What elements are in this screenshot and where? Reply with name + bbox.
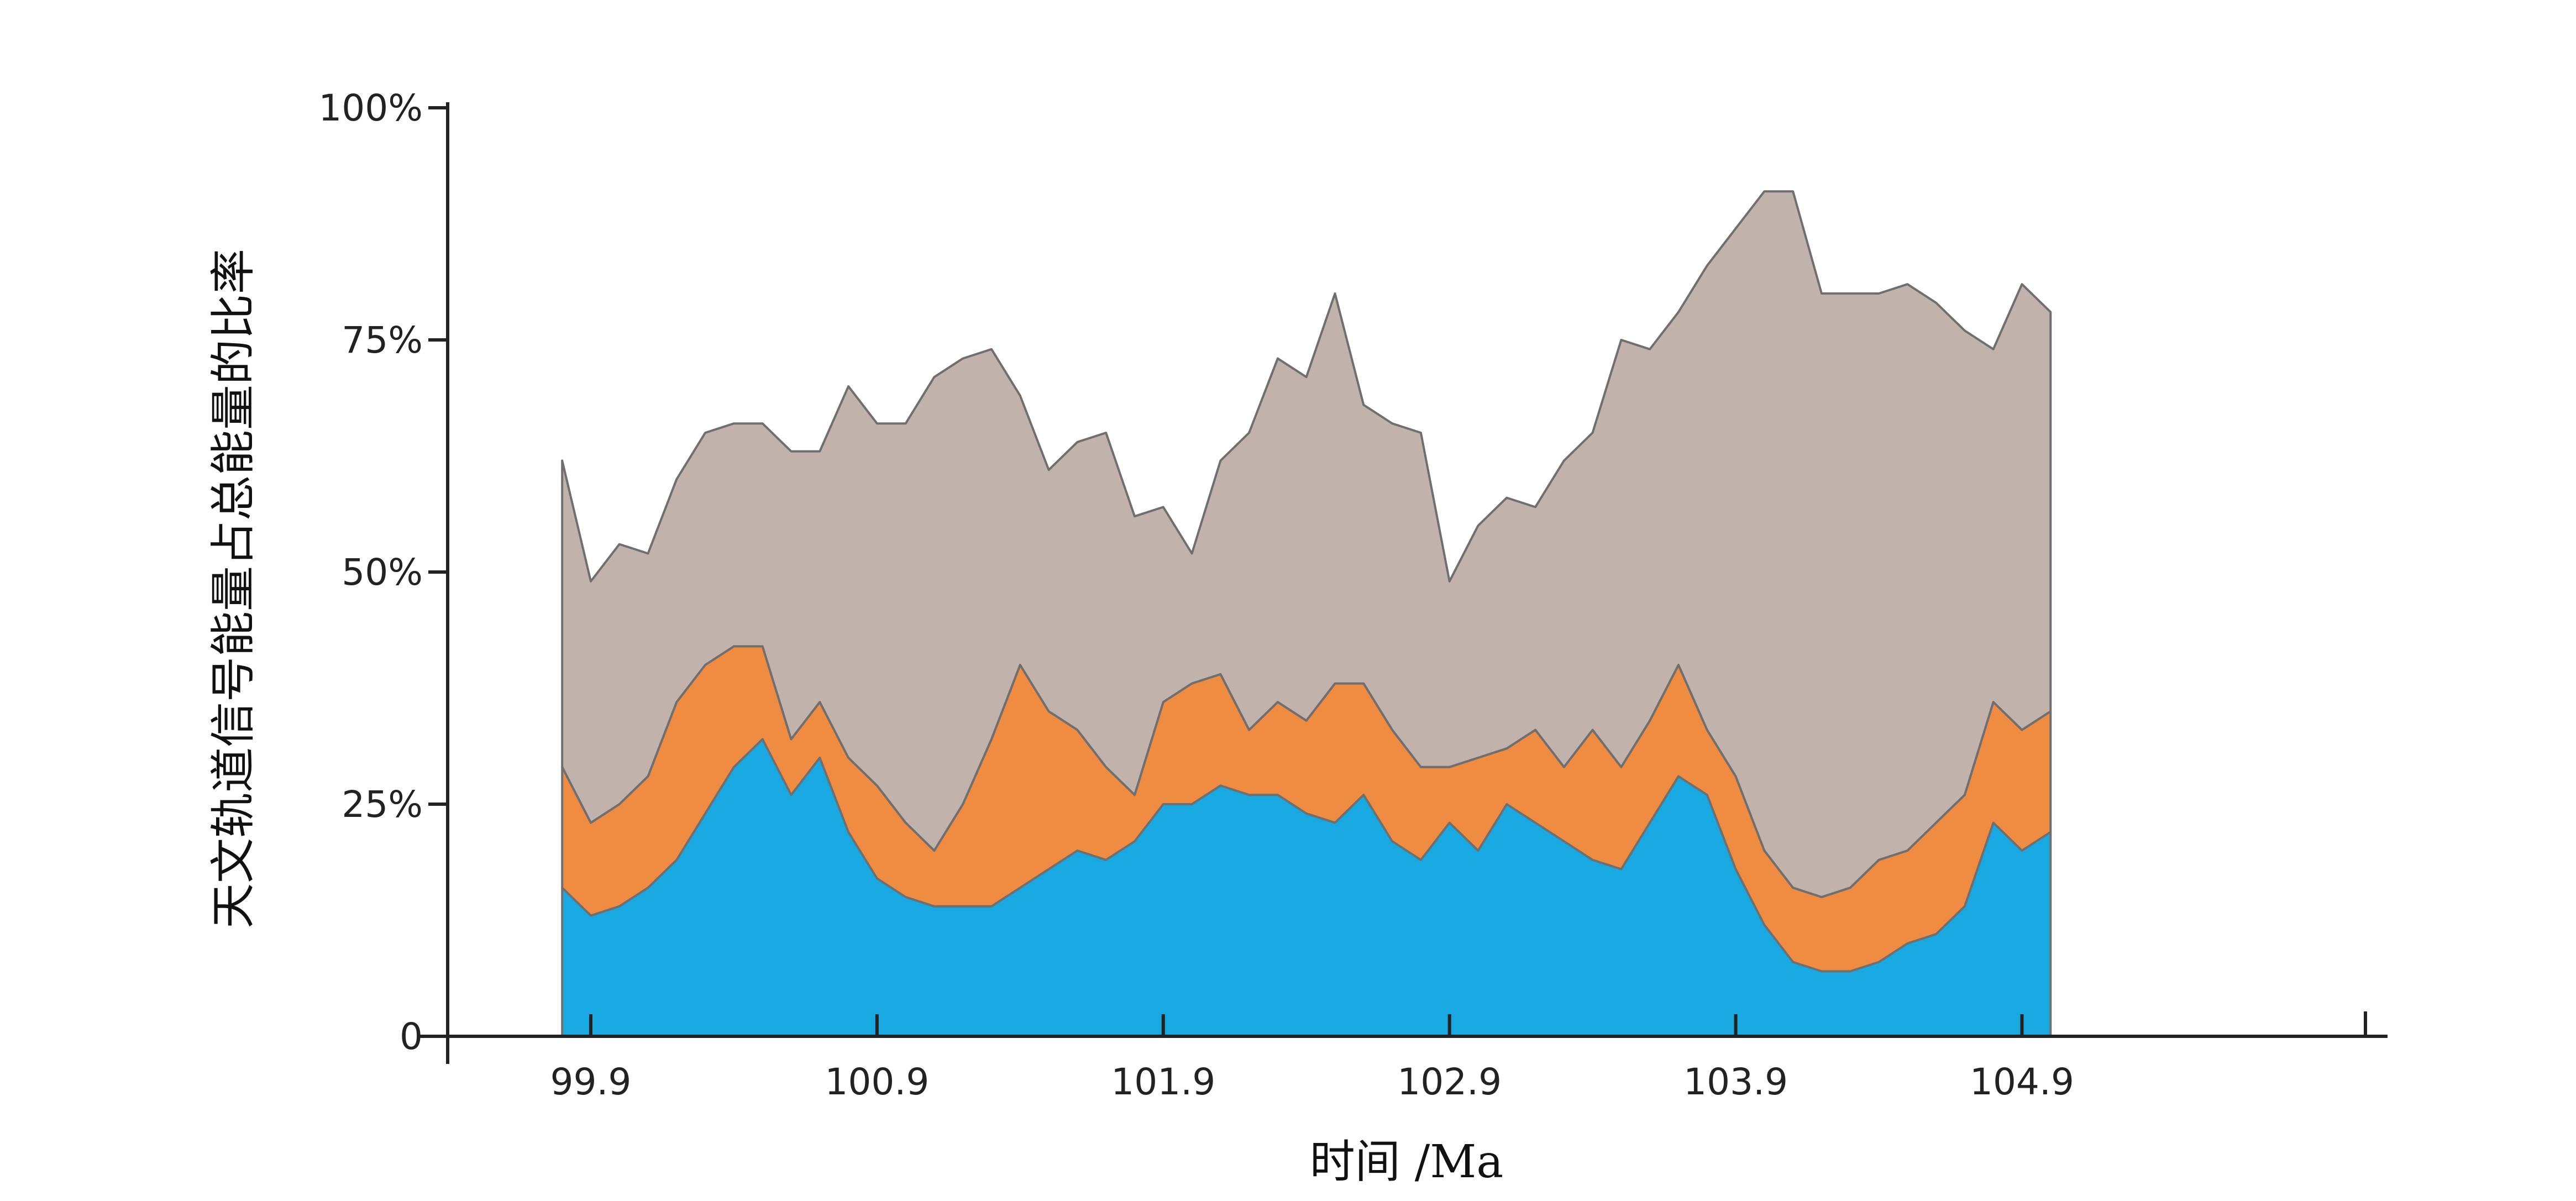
y-tick-label: 50%	[342, 551, 423, 594]
y-tick-label: 75%	[342, 319, 423, 361]
x-tick-label: 101.9	[1111, 1061, 1215, 1103]
x-tick-group: 99.9 100.9 101.9 102.9 103.9 104.9	[550, 1011, 2367, 1103]
area-series-group	[561, 190, 2052, 1037]
x-tick-label: 104.9	[1970, 1061, 2074, 1103]
area-series-3	[561, 190, 2052, 898]
x-tick-label: 102.9	[1397, 1061, 1502, 1103]
y-tick-label: 0	[400, 1015, 423, 1058]
x-axis-title: 时间 /Ma	[1310, 1136, 1504, 1188]
y-tick-label: 100%	[318, 87, 423, 129]
x-tick-label: 100.9	[825, 1061, 929, 1103]
y-tick-group: 0 25% 50% 75% 100%	[318, 87, 448, 1058]
y-axis-title: 天文轨道信号能量占总能量的比率	[207, 249, 260, 929]
y-tick-label: 25%	[342, 783, 423, 826]
x-tick-label: 103.9	[1683, 1061, 1788, 1103]
x-tick-label: 99.9	[550, 1061, 631, 1103]
